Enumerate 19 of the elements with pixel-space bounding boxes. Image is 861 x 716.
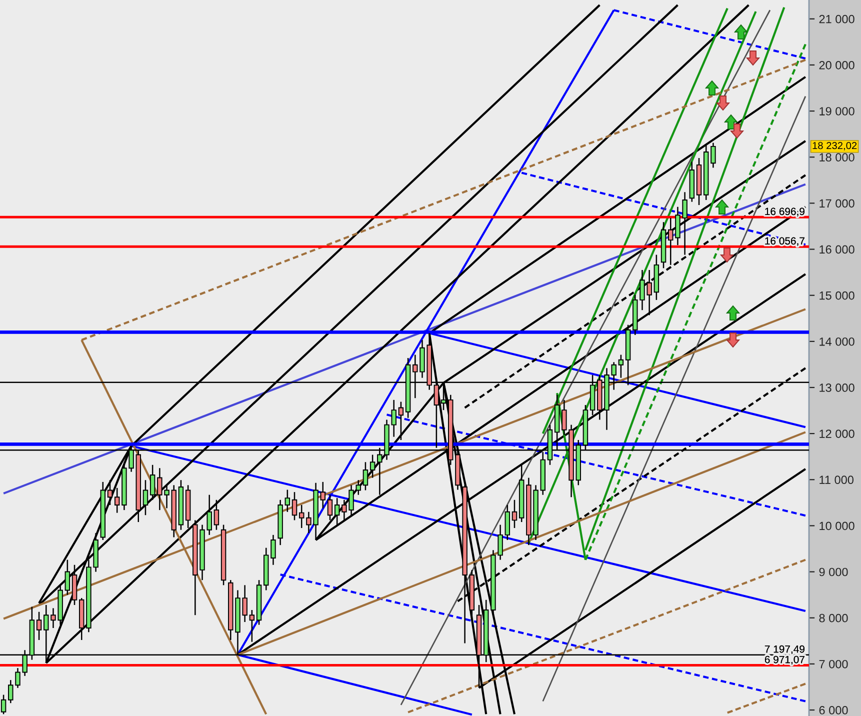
y-tick-label: 8 000 — [819, 614, 848, 622]
y-tick-label: 18 000 — [820, 153, 854, 162]
y-tick-label: 21 000 — [819, 14, 854, 24]
y-tick-label: 12 000 — [820, 430, 854, 438]
y-tick-label: 11 000 — [820, 476, 854, 484]
y-tick-label: 20 000 — [819, 61, 854, 70]
y-tick-label: 16 000 — [820, 245, 854, 254]
y-tick-label: 17 000 — [820, 199, 854, 208]
y-tick-label: 13 000 — [820, 384, 854, 392]
y-tick-label: 14 000 — [820, 337, 854, 346]
text: 18 232,02 — [812, 142, 857, 150]
y-tick-label: 19 000 — [820, 107, 854, 116]
ref-line-label: 6 971,07 — [764, 656, 804, 664]
y-tick-label: 9 000 — [819, 568, 848, 576]
y-tick-label: 6 000 — [819, 706, 848, 714]
y-tick-label: 7 000 — [819, 660, 848, 668]
ref-line-label: 7 197,49 — [764, 645, 804, 654]
y-tick-label: 10 000 — [820, 522, 854, 530]
y-tick-label: 15 000 — [820, 291, 854, 300]
